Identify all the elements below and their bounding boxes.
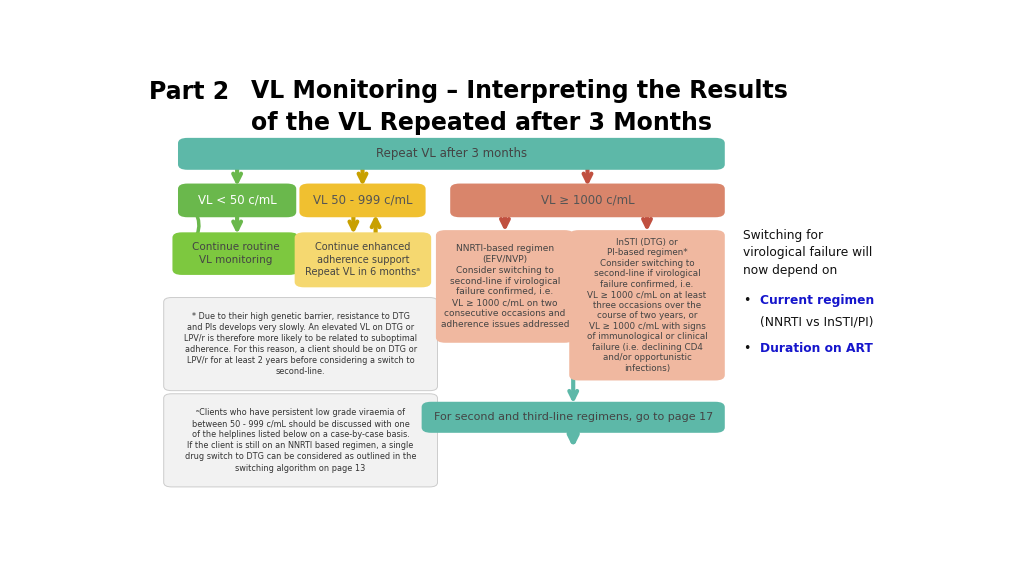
Text: VL 50 - 999 c/mL: VL 50 - 999 c/mL (312, 194, 413, 207)
FancyBboxPatch shape (178, 184, 296, 217)
FancyBboxPatch shape (164, 394, 437, 487)
Text: NNRTI-based regimen
(EFV/NVP)
Consider switching to
second-line if virological
f: NNRTI-based regimen (EFV/NVP) Consider s… (440, 244, 569, 328)
Text: VL ≥ 1000 c/mL: VL ≥ 1000 c/mL (541, 194, 634, 207)
FancyBboxPatch shape (164, 298, 437, 391)
FancyBboxPatch shape (295, 232, 431, 287)
Text: * Due to their high genetic barrier, resistance to DTG
and PIs develops very slo: * Due to their high genetic barrier, res… (184, 312, 417, 376)
FancyBboxPatch shape (422, 402, 725, 433)
FancyBboxPatch shape (451, 184, 725, 217)
Text: of the VL Repeated after 3 Months: of the VL Repeated after 3 Months (251, 111, 712, 135)
FancyBboxPatch shape (172, 232, 299, 275)
Text: Current regimen: Current regimen (761, 294, 874, 308)
Text: Duration on ART: Duration on ART (761, 342, 873, 355)
FancyBboxPatch shape (436, 230, 574, 343)
Text: Repeat VL after 3 months: Repeat VL after 3 months (376, 147, 527, 160)
Text: VL Monitoring – Interpreting the Results: VL Monitoring – Interpreting the Results (251, 79, 787, 103)
Text: VL < 50 c/mL: VL < 50 c/mL (198, 194, 276, 207)
Text: ᵃClients who have persistent low grade viraemia of
between 50 - 999 c/mL should : ᵃClients who have persistent low grade v… (185, 408, 417, 472)
Text: (NNRTI vs InSTI/PI): (NNRTI vs InSTI/PI) (761, 316, 874, 329)
Text: Switching for
virological failure will
now depend on: Switching for virological failure will n… (743, 229, 872, 277)
Text: For second and third-line regimens, go to page 17: For second and third-line regimens, go t… (433, 412, 713, 422)
Text: •: • (743, 342, 751, 355)
Text: Continue routine
VL monitoring: Continue routine VL monitoring (191, 242, 280, 265)
FancyBboxPatch shape (299, 184, 426, 217)
FancyBboxPatch shape (569, 230, 725, 381)
FancyBboxPatch shape (178, 138, 725, 170)
Text: •: • (743, 294, 751, 308)
Text: InSTI (DTG) or
PI-based regimen*
Consider switching to
second-line if virologica: InSTI (DTG) or PI-based regimen* Conside… (587, 237, 708, 373)
Text: Continue enhanced
adherence support
Repeat VL in 6 monthsᵃ: Continue enhanced adherence support Repe… (305, 242, 421, 277)
Text: Part 2: Part 2 (148, 80, 228, 104)
